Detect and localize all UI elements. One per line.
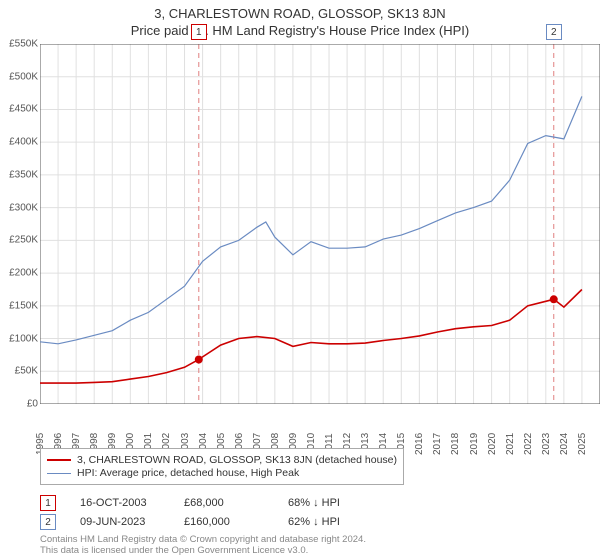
y-tick-label: £350K [0,169,38,180]
legend-swatch [47,459,71,461]
title-subtitle: Price paid vs. HM Land Registry's House … [0,23,600,38]
legend-swatch [47,473,71,474]
x-tick-label: 2016 [414,433,425,455]
y-tick-label: £450K [0,104,38,115]
x-tick-label: 2017 [432,433,443,455]
title-address: 3, CHARLESTOWN ROAD, GLOSSOP, SK13 8JN [0,6,600,21]
y-tick-label: £0 [0,399,38,410]
x-tick-label: 2023 [541,433,552,455]
sale-row-marker: 2 [40,514,56,530]
sale-marker-2: 2 [546,24,562,40]
sale-price: £68,000 [184,497,264,509]
y-tick-label: £100K [0,333,38,344]
y-tick-label: £250K [0,235,38,246]
x-tick-label: 2022 [523,433,534,455]
x-tick-label: 2024 [559,433,570,455]
x-tick-label: 2019 [469,433,480,455]
x-tick-label: 2025 [577,433,588,455]
y-axis: £0£50K£100K£150K£200K£250K£300K£350K£400… [0,44,38,404]
legend-label: HPI: Average price, detached house, High… [77,467,299,479]
sale-price: £160,000 [184,516,264,528]
sale-delta: 68% ↓ HPI [288,497,368,509]
y-tick-label: £50K [0,366,38,377]
sale-marker-1: 1 [191,24,207,40]
plot-area: £0£50K£100K£150K£200K£250K£300K£350K£400… [40,44,600,404]
sale-row: 2 09-JUN-2023 £160,000 62% ↓ HPI [40,514,368,530]
sales-table: 1 16-OCT-2003 £68,000 68% ↓ HPI 2 09-JUN-2023… [40,492,368,533]
legend-item: 3, CHARLESTOWN ROAD, GLOSSOP, SK13 8JN (… [47,454,397,466]
y-tick-label: £550K [0,39,38,50]
chart-titles: 3, CHARLESTOWN ROAD, GLOSSOP, SK13 8JN P… [0,0,600,38]
chart-svg [40,44,600,404]
x-axis: 1995199619971998199920002001200220032004… [40,406,600,438]
x-tick-label: 2018 [450,433,461,455]
y-tick-label: £300K [0,202,38,213]
footnote: Contains HM Land Registry data © Crown c… [40,534,366,557]
sale-date: 16-OCT-2003 [80,497,160,509]
legend: 3, CHARLESTOWN ROAD, GLOSSOP, SK13 8JN (… [40,448,404,485]
legend-item: HPI: Average price, detached house, High… [47,467,397,479]
x-tick-label: 2020 [487,433,498,455]
sale-delta: 62% ↓ HPI [288,516,368,528]
y-tick-label: £200K [0,268,38,279]
y-tick-label: £400K [0,137,38,148]
chart-container: 3, CHARLESTOWN ROAD, GLOSSOP, SK13 8JN P… [0,0,600,560]
sale-date: 09-JUN-2023 [80,516,160,528]
sale-row: 1 16-OCT-2003 £68,000 68% ↓ HPI [40,495,368,511]
footnote-line-2: This data is licensed under the Open Gov… [40,545,366,556]
y-tick-label: £150K [0,300,38,311]
legend-label: 3, CHARLESTOWN ROAD, GLOSSOP, SK13 8JN (… [77,454,397,466]
y-tick-label: £500K [0,71,38,82]
x-tick-label: 2021 [505,433,516,455]
sale-row-marker: 1 [40,495,56,511]
footnote-line-1: Contains HM Land Registry data © Crown c… [40,534,366,545]
